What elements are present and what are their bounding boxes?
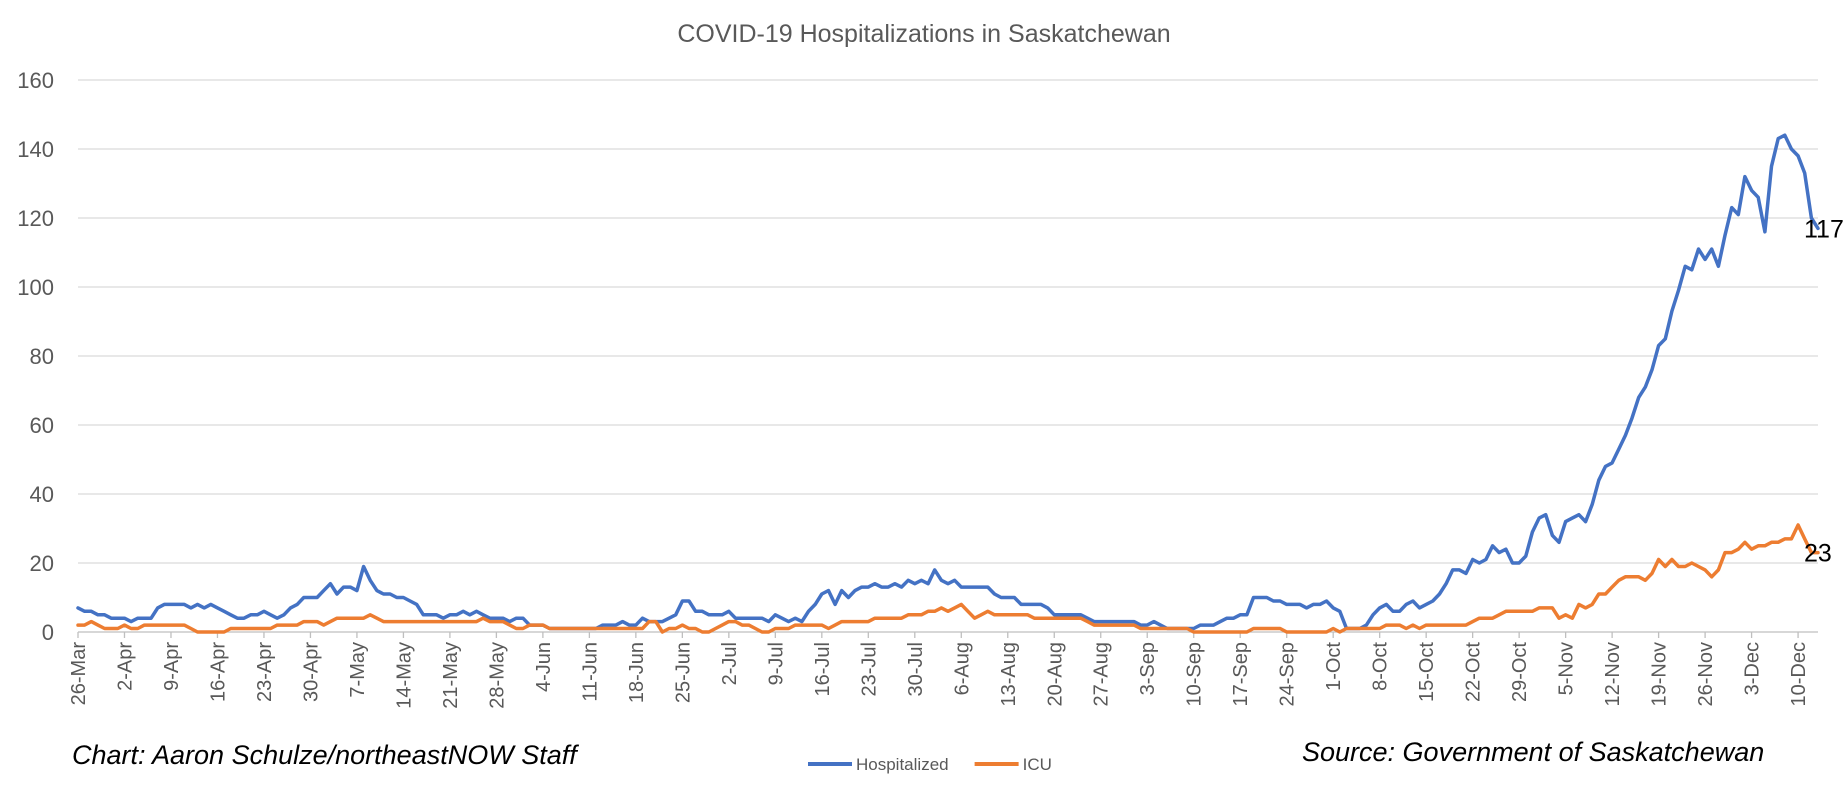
x-tick-label: 5-Nov — [1556, 642, 1578, 695]
y-axis-tick-labels: 0 20 40 60 80 100 120 140 160 — [17, 68, 54, 645]
x-tick-label: 4-Jun — [533, 642, 555, 692]
x-tick-label: 24-Sep — [1277, 642, 1299, 707]
x-tick-label: 25-Jun — [672, 642, 694, 703]
series-line-hospitalized — [76, 133, 1820, 631]
chart-source: Source: Government of Saskatchewan — [1302, 737, 1765, 767]
x-tick-label: 15-Oct — [1416, 642, 1438, 702]
x-tick-label: 7-May — [347, 642, 369, 698]
x-tick-label: 23-Jul — [858, 642, 880, 696]
end-label-icu: 23 — [1804, 540, 1832, 568]
x-tick-label: 26-Mar — [68, 642, 90, 706]
x-tick-label: 20-Aug — [1044, 642, 1066, 707]
x-tick-label: 2-Jul — [719, 642, 741, 685]
legend-label-icu: ICU — [1023, 755, 1052, 774]
x-tick-label: 9-Apr — [161, 642, 183, 691]
y-tick-label: 40 — [30, 482, 54, 507]
y-tick-label: 60 — [30, 413, 54, 438]
x-tick-label: 12-Nov — [1602, 642, 1624, 706]
x-tick-label: 11-Jun — [579, 642, 601, 702]
x-tick-label: 27-Aug — [1091, 642, 1113, 707]
x-tick-label: 3-Dec — [1742, 642, 1764, 695]
x-tick-label: 1-Oct — [1323, 642, 1345, 691]
gridlines — [77, 79, 1818, 638]
x-tick-label: 16-Jul — [812, 642, 834, 696]
y-tick-label: 0 — [42, 620, 54, 645]
x-tick-label: 3-Sep — [1137, 642, 1159, 695]
x-tick-label: 14-May — [393, 642, 415, 709]
end-label-hospitalized: 117 — [1804, 215, 1844, 243]
x-tick-label: 26-Nov — [1695, 642, 1717, 706]
x-axis-tick-labels: 26-Mar 2-Apr 9-Apr 16-Apr 23-Apr 30-Apr 7-May 1… — [68, 642, 1810, 709]
x-tick-label: 9-Jul — [765, 642, 787, 685]
x-tick-label: 19-Nov — [1649, 642, 1671, 706]
x-tick-label: 13-Aug — [998, 642, 1020, 707]
x-tick-label: 10-Sep — [1184, 642, 1206, 707]
x-tick-label: 17-Sep — [1230, 642, 1252, 707]
x-tick-label: 2-Apr — [114, 642, 136, 691]
chart-title: COVID-19 Hospitalizations in Saskatchewa… — [677, 20, 1170, 48]
y-tick-label: 160 — [17, 68, 54, 93]
legend: Hospitalized ICU — [808, 755, 1052, 774]
x-tick-label: 8-Oct — [1370, 642, 1392, 691]
chart-credit: Chart: Aaron Schulze/northeastNOW Staff — [72, 740, 577, 770]
x-tick-label: 22-Oct — [1463, 642, 1485, 702]
y-tick-label: 100 — [17, 275, 54, 300]
x-tick-label: 30-Apr — [300, 642, 322, 702]
end-value-labels: 117 23 — [1804, 215, 1844, 567]
x-tick-label: 10-Dec — [1788, 642, 1810, 706]
x-tick-label: 29-Oct — [1509, 642, 1531, 702]
x-tick-label: 30-Jul — [905, 642, 927, 696]
x-tick-label: 23-Apr — [254, 642, 276, 702]
y-tick-label: 140 — [17, 137, 54, 162]
series-line-icu — [76, 523, 1820, 634]
x-tick-label: 21-May — [440, 642, 462, 709]
x-tick-label: 28-May — [486, 642, 508, 709]
series-lines — [76, 133, 1820, 634]
x-tick-label: 18-Jun — [626, 642, 648, 703]
y-tick-label: 120 — [17, 206, 54, 231]
x-tick-label: 6-Aug — [951, 642, 973, 695]
x-tick-label: 16-Apr — [207, 642, 229, 702]
y-tick-label: 80 — [30, 344, 54, 369]
legend-label-hospitalized: Hospitalized — [856, 755, 949, 774]
y-tick-label: 20 — [30, 551, 54, 576]
